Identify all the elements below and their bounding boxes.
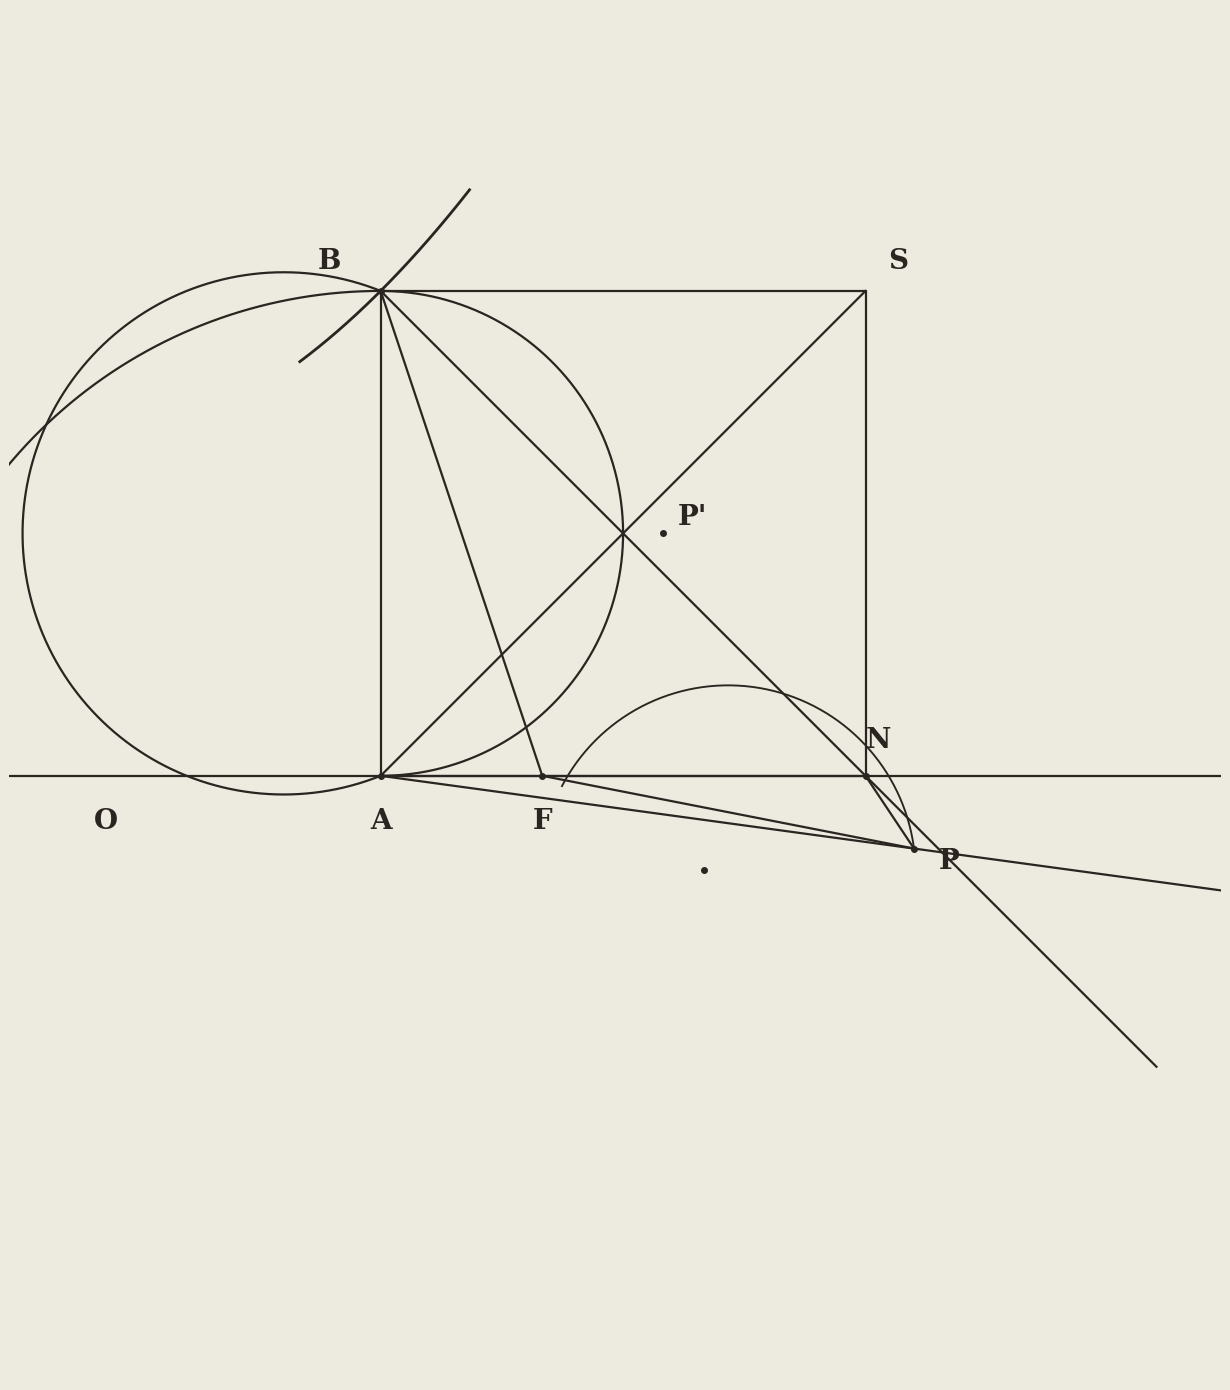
Text: S: S [888, 249, 908, 275]
Text: F: F [533, 808, 552, 834]
Text: O: O [93, 808, 118, 834]
Text: B: B [317, 249, 341, 275]
Text: P: P [940, 848, 959, 874]
Text: A: A [370, 808, 391, 834]
Text: P': P' [678, 503, 707, 531]
Text: N: N [866, 727, 892, 753]
